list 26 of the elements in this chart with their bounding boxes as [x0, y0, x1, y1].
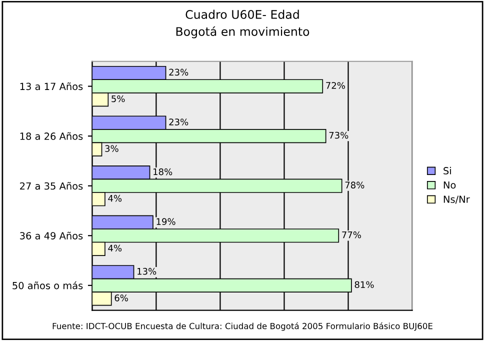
y-tick-label: 18 a 26 Años: [20, 132, 83, 140]
data-label: 78%: [345, 182, 364, 188]
legend-label: Ns/Nr: [444, 196, 470, 204]
data-label: 3%: [105, 145, 118, 152]
chart-subtitle: Bogotá en movimiento: [176, 26, 310, 38]
legend-label: No: [444, 181, 456, 189]
source-note: Fuente: IDCT-OCUB Encuesta de Cultura: Ciudad de Bogotá 2005 Formulario Básico BUJ60E: [52, 322, 432, 331]
chart-title: Cuadro U60E- Edad: [186, 10, 299, 19]
data-label: 23%: [169, 118, 188, 126]
data-label: 19%: [156, 218, 176, 225]
data-label: 81%: [354, 281, 374, 288]
data-label: 4%: [108, 244, 122, 252]
data-label: 6%: [114, 294, 128, 302]
data-label: 77%: [342, 231, 361, 238]
data-label: 13%: [138, 268, 156, 275]
y-tick-label: 36 a 49 Años: [20, 232, 83, 240]
data-label: 4%: [108, 194, 122, 202]
data-label: 73%: [329, 132, 348, 139]
y-tick-label: 27 a 35 Años: [20, 182, 83, 190]
data-label: 72%: [326, 82, 345, 89]
legend-label: Si: [444, 166, 451, 174]
data-label: 23%: [169, 68, 188, 76]
y-tick-label: 13 a 17 Años: [20, 82, 83, 90]
data-label: 5%: [112, 95, 125, 102]
data-label: 18%: [154, 168, 172, 176]
y-tick-label: 50 años o más: [12, 281, 83, 290]
